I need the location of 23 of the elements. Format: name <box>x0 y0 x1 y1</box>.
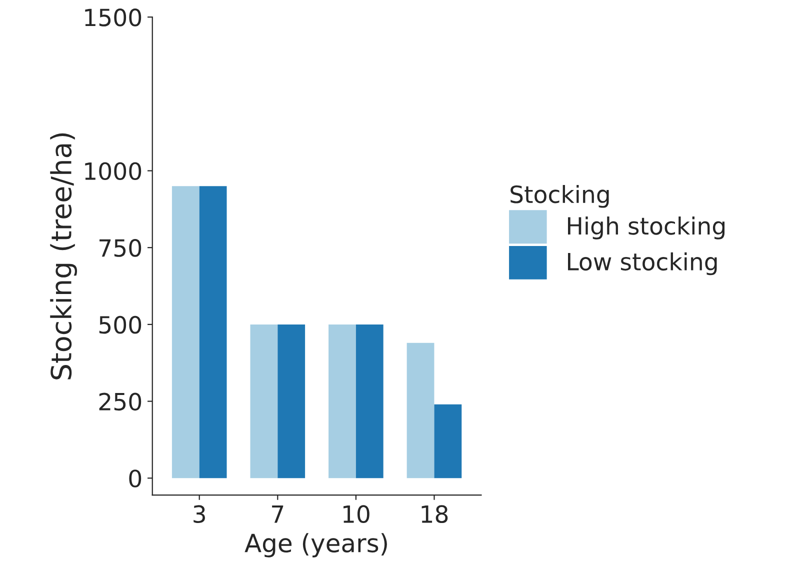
y-tick-label: 250 <box>99 392 142 411</box>
bar <box>328 324 356 478</box>
bar <box>250 324 278 478</box>
y-axis-title: Stocking (tree/ha) <box>50 133 78 380</box>
x-tick-label: 7 <box>272 505 284 523</box>
bar <box>278 324 306 478</box>
x-axis-title: Age (years) <box>244 533 387 558</box>
y-tick-label: 1500 <box>85 8 142 26</box>
bar <box>406 342 434 478</box>
y-tick-label: 500 <box>99 316 142 334</box>
x-tick-label: 18 <box>422 505 448 524</box>
x-tick-label: 3 <box>194 505 205 524</box>
legend-label: Low stocking <box>568 252 717 276</box>
y-tick-label: 1000 <box>85 162 142 180</box>
y-tick-label: 750 <box>100 239 142 257</box>
bar <box>172 186 200 478</box>
legend-label: High stocking <box>568 216 724 240</box>
y-tick-label: 0 <box>129 470 142 488</box>
bar <box>356 324 384 478</box>
legend-title: Stocking <box>510 184 609 208</box>
x-tick-label: 10 <box>344 505 370 524</box>
bar <box>434 404 462 478</box>
bar <box>199 186 227 478</box>
